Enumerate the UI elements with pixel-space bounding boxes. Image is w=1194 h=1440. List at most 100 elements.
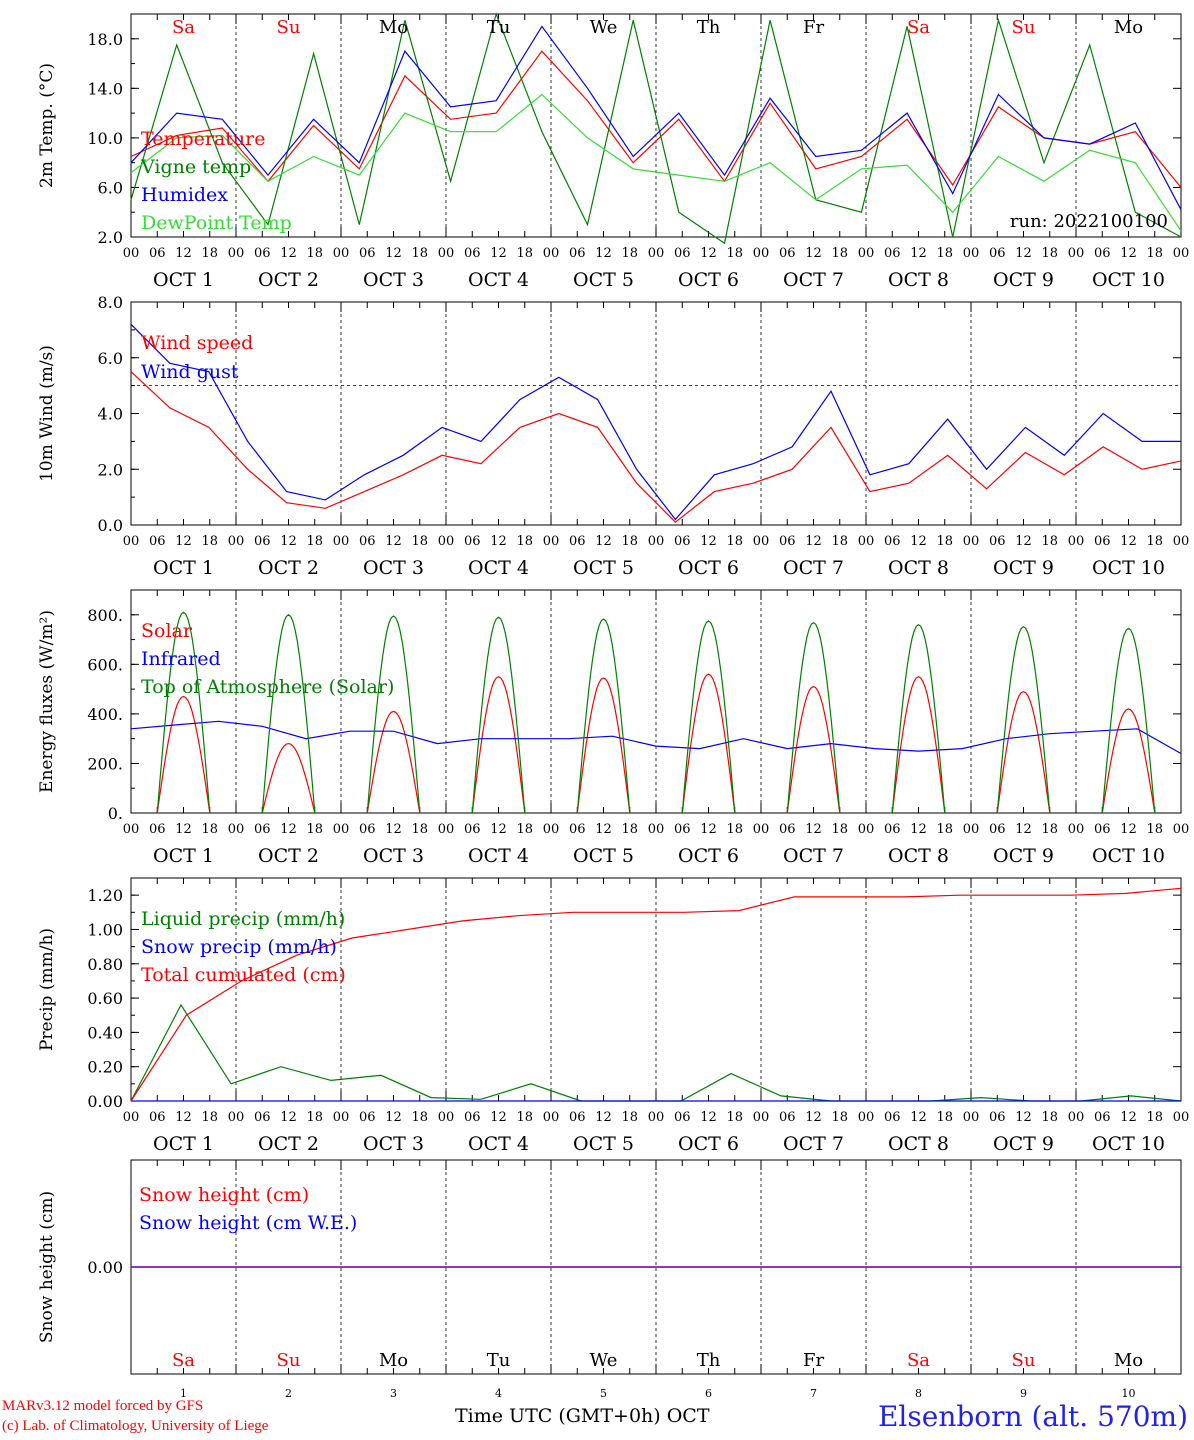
y-tick-label: 0.00 xyxy=(87,1258,123,1277)
hour-label: 18 xyxy=(1146,534,1163,549)
station-name: Elsenborn (alt. 570m) xyxy=(877,1400,1188,1433)
hour-label: 00 xyxy=(648,534,665,549)
hour-label: 18 xyxy=(516,1110,533,1125)
y-tick-label: 400. xyxy=(87,705,123,724)
hour-label: 12 xyxy=(280,246,297,261)
y-tick-label: 0. xyxy=(108,804,123,823)
hour-label: 00 xyxy=(333,246,350,261)
series-vigne-temp xyxy=(130,12,1182,245)
date-label: OCT 10 xyxy=(1092,1133,1165,1155)
hour-label: 18 xyxy=(516,822,533,837)
hour-label: 12 xyxy=(175,822,192,837)
y-tick-label: 2.0 xyxy=(98,460,123,479)
hour-label: 00 xyxy=(1068,1110,1085,1125)
legend-entry: DewPoint Temp xyxy=(141,212,292,234)
hour-label: 00 xyxy=(1068,246,1085,261)
y-tick-label: 10.0 xyxy=(87,129,123,148)
hour-label: 06 xyxy=(569,1110,586,1125)
x-axis-title: Time UTC (GMT+0h) OCT xyxy=(455,1405,710,1427)
hour-label: 12 xyxy=(175,534,192,549)
day-number: 4 xyxy=(495,1387,502,1400)
hour-label: 12 xyxy=(595,822,612,837)
hour-label: 12 xyxy=(490,1110,507,1125)
hour-label: 00 xyxy=(963,822,980,837)
date-label: OCT 6 xyxy=(678,1133,739,1155)
hour-label: 06 xyxy=(464,1110,481,1125)
date-label: OCT 4 xyxy=(468,845,529,867)
date-label: OCT 7 xyxy=(783,845,844,867)
hour-label: 18 xyxy=(306,1110,323,1125)
day-name-bottom: Su xyxy=(277,1350,301,1371)
day-number: 3 xyxy=(390,1387,397,1400)
y-tick-label: 6.0 xyxy=(98,349,123,368)
day-number: 10 xyxy=(1122,1387,1136,1400)
hour-label: 12 xyxy=(280,822,297,837)
date-label: OCT 5 xyxy=(573,845,634,867)
hour-label: 18 xyxy=(411,822,428,837)
hour-label: 00 xyxy=(753,246,770,261)
hour-label: 00 xyxy=(438,534,455,549)
hour-label: 00 xyxy=(228,1110,245,1125)
hour-label: 12 xyxy=(1015,1110,1032,1125)
hour-label: 18 xyxy=(1041,246,1058,261)
hour-label: 12 xyxy=(1120,822,1137,837)
hour-label: 18 xyxy=(621,246,638,261)
hour-label: 12 xyxy=(595,534,612,549)
hour-label: 00 xyxy=(753,1110,770,1125)
y-axis-label: Snow height (cm) xyxy=(37,1191,57,1343)
series-wind-gust xyxy=(130,323,1181,521)
hour-label: 12 xyxy=(1015,822,1032,837)
hour-label: 12 xyxy=(280,534,297,549)
hour-label: 00 xyxy=(858,1110,875,1125)
hour-label: 00 xyxy=(1068,534,1085,549)
hour-label: 00 xyxy=(123,246,140,261)
legend-entry: Snow height (cm) xyxy=(139,1184,309,1206)
hour-label: 00 xyxy=(963,534,980,549)
hour-label: 18 xyxy=(831,822,848,837)
series-wind-speed xyxy=(130,371,1182,524)
day-number: 8 xyxy=(915,1387,922,1400)
y-axis-label: 2m Temp. (°C) xyxy=(37,63,57,188)
hour-label: 18 xyxy=(831,1110,848,1125)
date-label: OCT 9 xyxy=(993,1133,1054,1155)
hour-label: 06 xyxy=(254,246,271,261)
hour-label: 18 xyxy=(936,534,953,549)
hour-label: 06 xyxy=(149,534,166,549)
plot-frame xyxy=(130,589,1182,814)
y-tick-label: 1.20 xyxy=(87,886,123,905)
date-label: OCT 8 xyxy=(888,557,949,579)
day-name-top: Su xyxy=(277,17,301,38)
date-label: OCT 1 xyxy=(153,845,214,867)
date-label: OCT 3 xyxy=(363,269,424,291)
day-name-bottom: We xyxy=(590,1350,618,1371)
hour-label: 00 xyxy=(963,1110,980,1125)
hour-label: 18 xyxy=(1041,534,1058,549)
hour-label: 06 xyxy=(1094,1110,1111,1125)
hour-label: 12 xyxy=(910,1110,927,1125)
y-tick-label: 0.20 xyxy=(87,1058,123,1077)
hour-label: 06 xyxy=(359,246,376,261)
date-label: OCT 3 xyxy=(363,1133,424,1155)
series-solar xyxy=(156,673,1156,814)
y-tick-label: 6.0 xyxy=(98,178,123,197)
hour-label: 00 xyxy=(228,822,245,837)
hour-label: 06 xyxy=(674,822,691,837)
hour-label: 00 xyxy=(648,1110,665,1125)
hour-label: 06 xyxy=(674,1110,691,1125)
hour-label: 12 xyxy=(490,822,507,837)
legend-entry: Humidex xyxy=(141,184,228,206)
hour-label: 06 xyxy=(989,822,1006,837)
day-number: 5 xyxy=(600,1387,607,1400)
y-tick-label: 0.40 xyxy=(87,1023,123,1042)
y-tick-label: 0.60 xyxy=(87,989,123,1008)
hour-label: 06 xyxy=(989,534,1006,549)
hour-label: 00 xyxy=(858,534,875,549)
panel-1 xyxy=(130,12,1182,245)
date-label: OCT 5 xyxy=(573,557,634,579)
hour-label: 18 xyxy=(726,534,743,549)
legend-entry: Snow height (cm W.E.) xyxy=(139,1212,357,1234)
hour-label: 06 xyxy=(359,1110,376,1125)
day-name-bottom: Sa xyxy=(172,1350,195,1371)
hour-label: 18 xyxy=(621,822,638,837)
hour-label: 12 xyxy=(490,246,507,261)
